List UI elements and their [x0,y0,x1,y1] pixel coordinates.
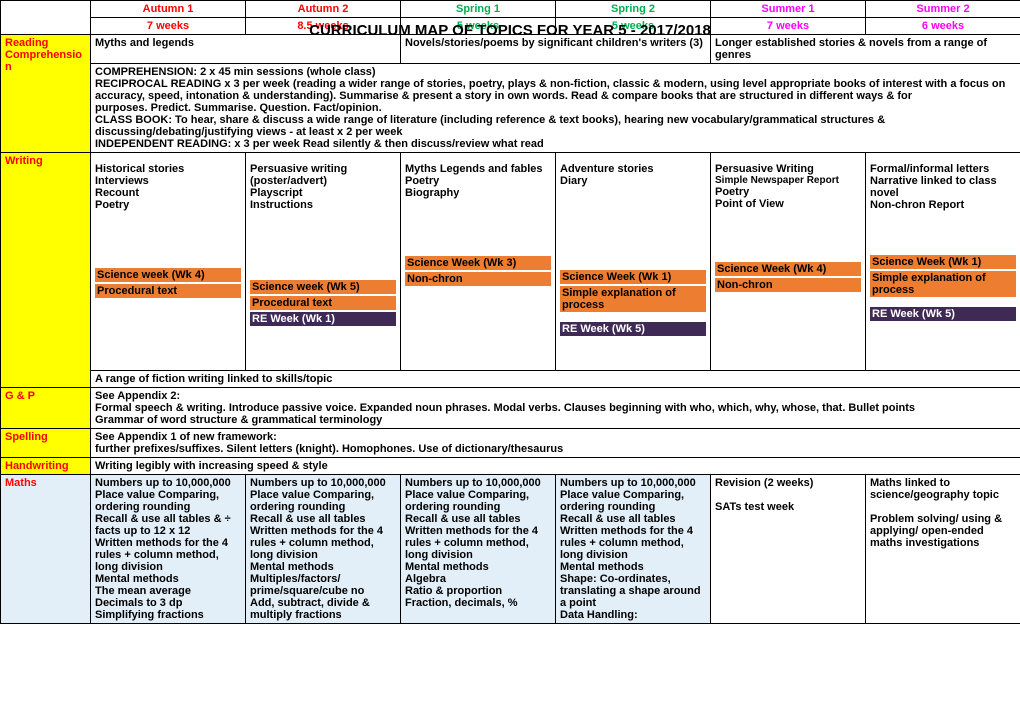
writing-su1: Persuasive Writing Simple Newspaper Repo… [711,153,866,371]
writing-sp2-main: Adventure stories Diary [560,163,706,187]
reading-a1: Myths and legends [91,35,401,64]
science-week-box: Science Week (Wk 1) [560,270,706,284]
term-name: Spring 1 [456,3,500,15]
term-name: Spring 2 [611,3,655,15]
writing-su2: Formal/informal letters Narrative linked… [866,153,1020,371]
non-chron-box: Non-chron [405,272,551,286]
re-week-box: RE Week (Wk 5) [870,307,1016,321]
process-box: Simple explanation of process [870,271,1016,297]
row-gp: G & P See Appendix 2: Formal speech & wr… [1,388,1020,429]
writing-sp1-main: Myths Legends and fables Poetry Biograph… [405,163,551,199]
row-maths: Maths Numbers up to 10,000,000 Place val… [1,475,1020,624]
reading-su1: Longer established stories & novels from… [711,35,1020,64]
term-weeks: 5 weeks [612,20,654,32]
row-handwriting: Handwriting Writing legibly with increas… [1,458,1020,475]
non-chron-box: Non-chron [715,278,861,292]
maths-su2: Maths linked to science/geography topic … [866,475,1020,624]
maths-su1: Revision (2 weeks) SATs test week [711,475,866,624]
header-term-weeks: 7 weeks 8.5 weeks 5 weeks 5 weeks 7 week… [1,18,1020,35]
term-weeks: 6 weeks [922,20,964,32]
re-week-box: RE Week (Wk 1) [250,312,396,326]
term-name: Autumn 1 [143,3,194,15]
science-week-box: Science Week (Wk 4) [715,262,861,276]
writing-label: Writing [1,153,91,388]
science-week-box: Science Week (Wk 3) [405,256,551,270]
header-term-names: Autumn 1 Autumn 2 Spring 1 Spring 2 Summ… [1,1,1020,18]
handwriting-text: Writing legibly with increasing speed & … [91,458,1020,475]
term-name: Autumn 2 [298,3,349,15]
writing-a1: Historical stories Interviews Recount Po… [91,153,246,371]
science-week-box: Science Week (Wk 1) [870,255,1016,269]
term-weeks: 7 weeks [767,20,809,32]
science-week-box: Science week (Wk 4) [95,268,241,282]
gp-label: G & P [1,388,91,429]
term-name: Summer 2 [916,3,969,15]
writing-su2-main: Formal/informal letters Narrative linked… [870,163,1016,211]
maths-sp1: Numbers up to 10,000,000 Place value Com… [401,475,556,624]
reading-label: Reading Comprehension [1,35,91,153]
writing-a2-main: Persuasive writing (poster/advert) Plays… [250,163,396,211]
writing-a1-main: Historical stories Interviews Recount Po… [95,163,241,211]
term-name: Summer 1 [761,3,814,15]
maths-a1: Numbers up to 10,000,000 Place value Com… [91,475,246,624]
spelling-text: See Appendix 1 of new framework: further… [91,429,1020,458]
row-writing-footer: A range of fiction writing linked to ski… [1,371,1020,388]
gp-text: See Appendix 2: Formal speech & writing.… [91,388,1020,429]
procedural-box: Procedural text [250,296,396,310]
procedural-box: Procedural text [95,284,241,298]
term-weeks: 8.5 weeks [297,20,348,32]
curriculum-table: Autumn 1 Autumn 2 Spring 1 Spring 2 Summ… [0,0,1020,624]
handwriting-label: Handwriting [1,458,91,475]
row-reading-block: COMPREHENSION: 2 x 45 min sessions (whol… [1,64,1020,153]
writing-footer: A range of fiction writing linked to ski… [91,371,1020,388]
writing-su1-l1: Persuasive Writing [715,163,861,175]
term-weeks: 7 weeks [147,20,189,32]
maths-sp2: Numbers up to 10,000,000 Place value Com… [556,475,711,624]
writing-a2: Persuasive writing (poster/advert) Plays… [246,153,401,371]
writing-sp1: Myths Legends and fables Poetry Biograph… [401,153,556,371]
reading-sp1: Novels/stories/poems by significant chil… [401,35,711,64]
re-week-box: RE Week (Wk 5) [560,322,706,336]
writing-su1-l3: Poetry Point of View [715,186,861,210]
row-spelling: Spelling See Appendix 1 of new framework… [1,429,1020,458]
writing-sp2: Adventure stories Diary Science Week (Wk… [556,153,711,371]
term-weeks: 5 weeks [457,20,499,32]
spelling-label: Spelling [1,429,91,458]
science-week-box: Science week (Wk 5) [250,280,396,294]
writing-su1-l2: Simple Newspaper Report [715,175,861,186]
maths-a2: Numbers up to 10,000,000 Place value Com… [246,475,401,624]
process-box: Simple explanation of process [560,286,706,312]
reading-block: COMPREHENSION: 2 x 45 min sessions (whol… [91,64,1020,153]
maths-label: Maths [1,475,91,624]
row-writing: Writing Historical stories Interviews Re… [1,153,1020,371]
row-reading: Reading Comprehension Myths and legends … [1,35,1020,64]
